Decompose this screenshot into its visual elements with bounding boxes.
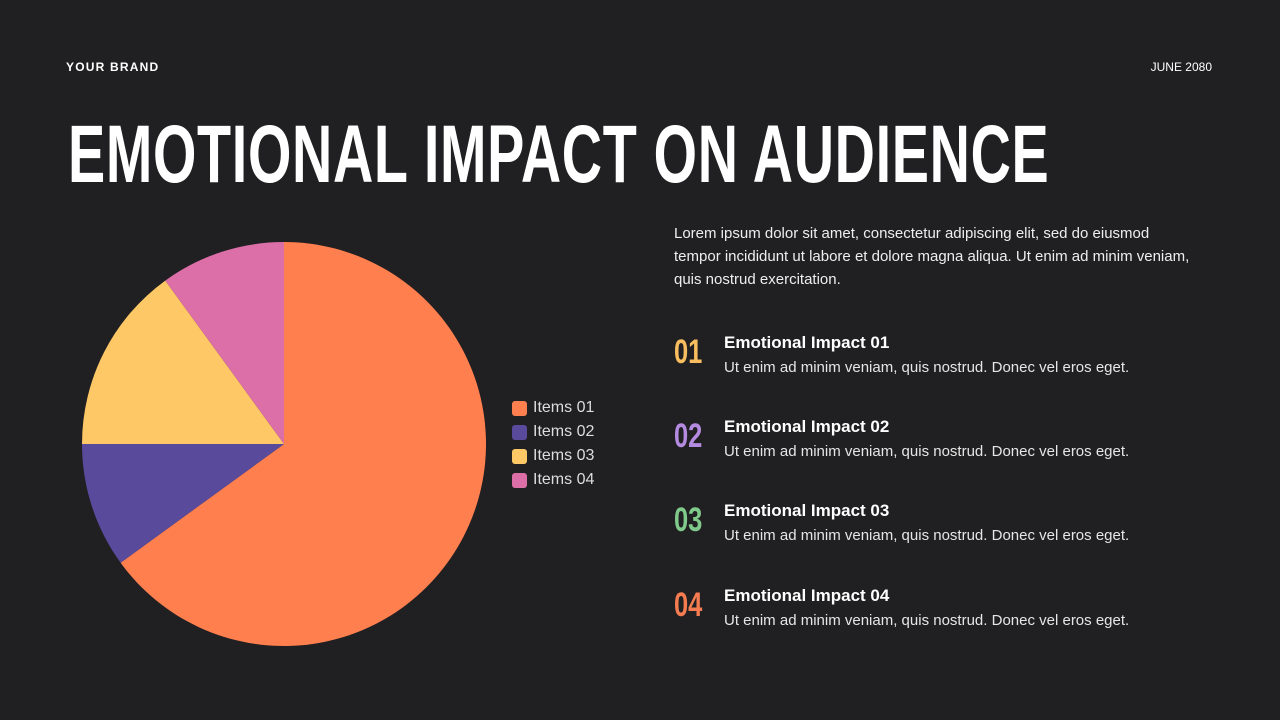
legend-label: Items 01 — [533, 399, 595, 416]
impact-item: 02 Emotional Impact 02 Ut enim ad minim v… — [674, 416, 1129, 463]
impact-title: Emotional Impact 03 — [724, 501, 890, 520]
legend-item: Items 03 — [512, 444, 594, 468]
pie-slice-1 — [120, 242, 487, 646]
legend-label: Items 03 — [533, 447, 595, 464]
pie-chart — [82, 242, 487, 646]
pie-slice-3 — [82, 280, 284, 444]
page-title: EMOTIONAL IMPACT ON AUDIENCE — [68, 109, 1050, 200]
impact-item: 01 Emotional Impact 01 Ut enim ad minim v… — [674, 332, 1129, 379]
impact-desc: Ut enim ad minim veniam, quis nostrud. D… — [724, 527, 1130, 544]
legend-item: Items 02 — [512, 420, 594, 444]
legend-item: Items 01 — [512, 396, 594, 420]
chart-legend: Items 01 Items 02 Items 03 Items 04 — [512, 396, 594, 492]
impact-item: 03 Emotional Impact 03 Ut enim ad minim v… — [674, 500, 1129, 547]
brand-label: YOUR BRAND — [66, 60, 160, 74]
legend-item: Items 04 — [512, 468, 594, 492]
intro-text: Lorem ipsum dolor sit amet, consectetur … — [674, 225, 1190, 288]
impact-title: Emotional Impact 04 — [724, 586, 890, 605]
impact-title: Emotional Impact 01 — [724, 333, 890, 352]
impact-item: 04 Emotional Impact 04 Ut enim ad minim v… — [674, 585, 1129, 632]
impact-number: 01 — [674, 333, 703, 371]
impact-desc: Ut enim ad minim veniam, quis nostrud. D… — [724, 612, 1130, 629]
legend-swatch — [512, 472, 527, 488]
impact-number: 04 — [674, 586, 703, 624]
impact-number: 03 — [674, 501, 703, 539]
legend-swatch — [512, 448, 527, 464]
pie-slice-2 — [82, 444, 284, 563]
legend-label: Items 04 — [533, 471, 595, 488]
date-label: JUNE 2080 — [1150, 60, 1212, 74]
legend-label: Items 02 — [533, 423, 595, 440]
legend-swatch — [512, 424, 527, 440]
legend-swatch — [512, 400, 527, 416]
impact-desc: Ut enim ad minim veniam, quis nostrud. D… — [724, 359, 1130, 376]
impact-number: 02 — [674, 417, 703, 455]
pie-slice-4 — [165, 242, 284, 444]
impact-desc: Ut enim ad minim veniam, quis nostrud. D… — [724, 443, 1130, 460]
impact-title: Emotional Impact 02 — [724, 417, 890, 436]
